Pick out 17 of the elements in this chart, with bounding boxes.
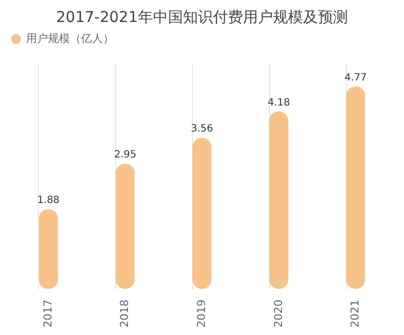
data-label: 2.95 bbox=[114, 150, 136, 161]
x-tick-label: 2021 bbox=[348, 300, 362, 328]
x-tick-label: 2017 bbox=[41, 300, 54, 328]
x-tick-label: 2018 bbox=[118, 300, 132, 328]
data-label: 4.18 bbox=[268, 97, 290, 108]
data-label: 1.88 bbox=[37, 195, 60, 206]
data-label: 4.77 bbox=[344, 72, 367, 84]
bar bbox=[269, 111, 288, 289]
bar bbox=[346, 86, 366, 289]
bar bbox=[38, 209, 58, 289]
chart-title: 2017-2021年中国知识付费用户规模及预测 bbox=[56, 8, 348, 26]
bar bbox=[192, 138, 212, 289]
data-label: 3.56 bbox=[190, 124, 214, 135]
x-tick-label: 2019 bbox=[195, 300, 208, 328]
legend-label: 用户规模（亿人） bbox=[26, 32, 114, 45]
x-tick-label: 2020 bbox=[272, 300, 285, 328]
bar bbox=[116, 164, 135, 289]
